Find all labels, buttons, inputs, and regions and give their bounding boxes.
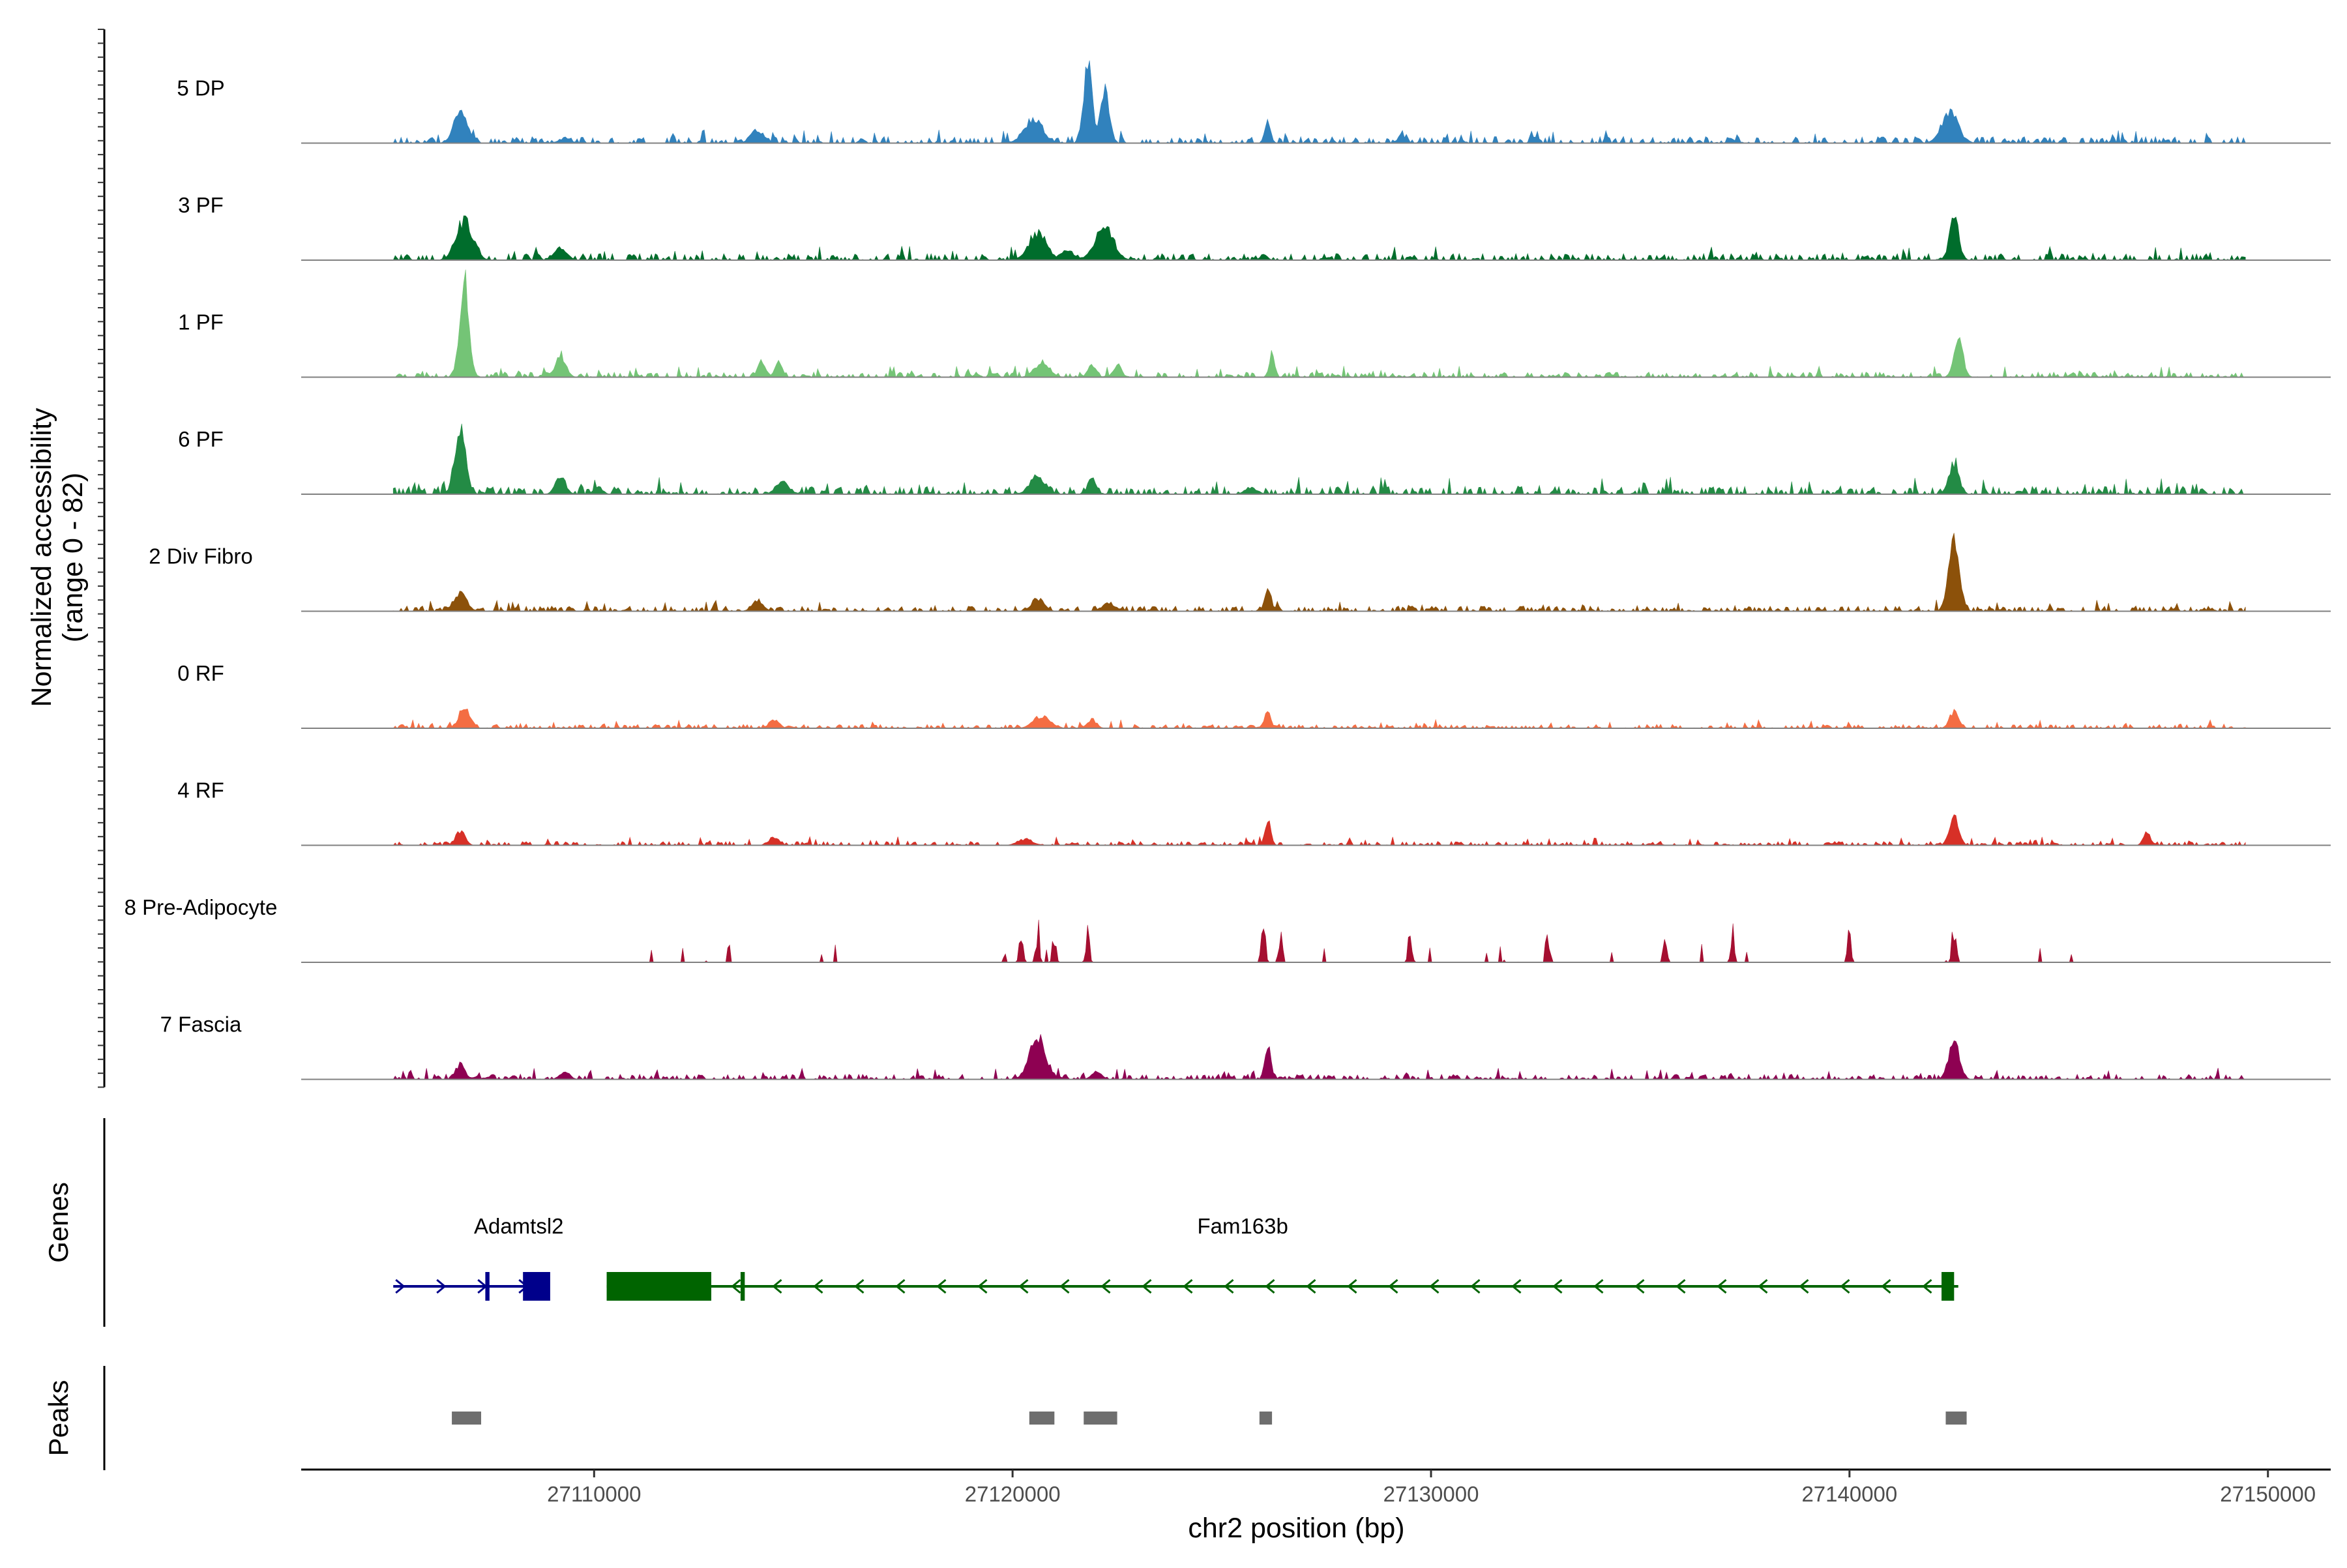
gene-exon-fam163b[interactable] [740,1272,745,1301]
track-label-2-div-fibro: 2 Div Fibro [149,544,253,569]
strand-arrow-fam163b [1881,1279,1891,1294]
track-label-3-pf: 3 PF [178,193,224,217]
strand-arrow-fam163b [1634,1279,1645,1294]
strand-arrow-adamtsl2 [436,1279,447,1294]
strand-arrow-fam163b [1593,1279,1604,1294]
strand-arrow-adamtsl2 [395,1279,406,1294]
strand-arrow-fam163b [1183,1279,1193,1294]
track-label-7-fascia: 7 Fascia [160,1013,242,1037]
peak-region[interactable] [1945,1412,1967,1425]
track-label-6-pf: 6 PF [178,427,224,451]
strand-arrow-fam163b [1511,1279,1522,1294]
coverage-track-4-rf [392,814,2246,846]
strand-arrow-fam163b [936,1279,947,1294]
strand-arrow-fam163b [1758,1279,1768,1294]
coverage-track-2-div-fibro [392,533,2246,612]
gene-exon-fam163b[interactable] [606,1272,712,1301]
gene-label-fam163b: Fam163b [1197,1214,1288,1238]
strand-arrow-fam163b [1799,1279,1809,1294]
x-tick-label: 27150000 [2220,1482,2316,1506]
strand-arrow-fam163b [1100,1279,1111,1294]
track-label-1-pf: 1 PF [178,310,224,334]
strand-arrow-fam163b [977,1279,988,1294]
gene-exon-fam163b[interactable] [1941,1272,1955,1301]
coverage-track-5-dp [392,60,2246,144]
x-tick-label: 27140000 [1801,1482,1897,1506]
strand-arrow-fam163b [1306,1279,1316,1294]
track-label-8-pre-adipocyte: 8 Pre-Adipocyte [125,895,278,919]
strand-arrow-fam163b [1922,1279,1932,1294]
peak-region[interactable] [452,1412,481,1425]
track-label-4-rf: 4 RF [177,778,224,803]
x-tick-label: 27130000 [1383,1482,1479,1506]
coverage-track-1-pf [393,269,2246,378]
strand-arrow-fam163b [1552,1279,1563,1294]
peak-region[interactable] [1259,1412,1273,1425]
peak-region[interactable] [1029,1412,1055,1425]
strand-arrow-fam163b [1429,1279,1439,1294]
gene-exon-adamtsl2[interactable] [523,1272,550,1301]
x-axis-title: chr2 position (bp) [1188,1513,1404,1544]
strand-arrow-fam163b [813,1279,823,1294]
peak-region[interactable] [1084,1412,1117,1425]
coverage-track-0-rf [392,708,2246,729]
strand-arrow-fam163b [1224,1279,1234,1294]
gene-label-adamtsl2: Adamtsl2 [474,1214,564,1238]
track-label-0-rf: 0 RF [177,661,224,685]
track-label-5-dp: 5 DP [177,76,224,100]
strand-arrow-fam163b [1470,1279,1481,1294]
coverage-track-7-fascia [392,1034,2246,1080]
strand-arrow-fam163b [854,1279,864,1294]
strand-arrow-fam163b [1388,1279,1398,1294]
coverage-track-3-pf [392,215,2246,261]
y-axis-subtitle: (range 0 - 82) [57,473,89,643]
strand-arrow-fam163b [772,1279,782,1294]
coverage-track-6-pf [392,423,2246,496]
strand-arrow-fam163b [1840,1279,1850,1294]
strand-arrow-fam163b [1142,1279,1152,1294]
strand-arrow-fam163b [1717,1279,1727,1294]
strand-arrow-fam163b [1018,1279,1029,1294]
x-tick-label: 27120000 [965,1482,1061,1506]
strand-arrow-fam163b [1265,1279,1275,1294]
x-tick-label: 27110000 [547,1482,641,1506]
y-axis-title: Normalized accessibility [26,407,57,707]
strand-arrow-fam163b [895,1279,906,1294]
strand-arrow-fam163b [1675,1279,1686,1294]
strand-arrow-fam163b [731,1279,741,1294]
genes-panel-title: Genes [43,1182,74,1263]
strand-arrow-fam163b [1059,1279,1070,1294]
coverage-track-8-pre-adipocyte [393,919,2246,963]
peaks-panel-title: Peaks [43,1380,74,1457]
strand-arrow-fam163b [1347,1279,1357,1294]
gene-exon-adamtsl2[interactable] [485,1272,490,1301]
